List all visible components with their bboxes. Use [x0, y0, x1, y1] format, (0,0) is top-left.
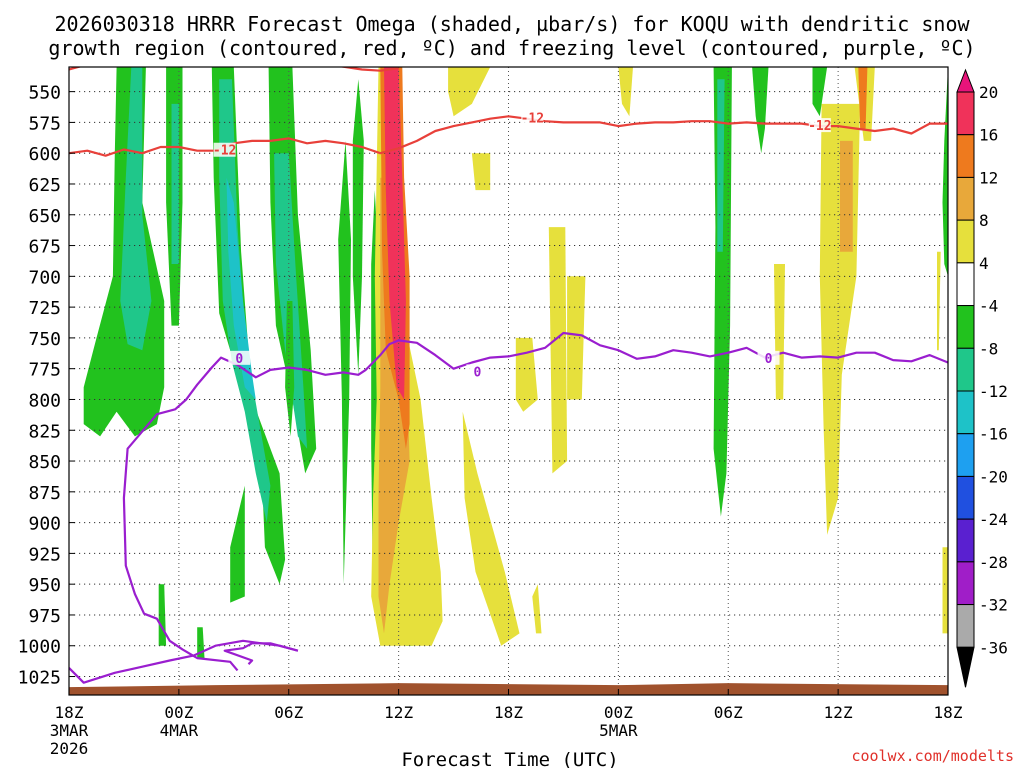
x-tick-label: 00Z — [604, 703, 633, 722]
chart-canvas: 2026030318 HRRR Forecast Omega (shaded, … — [0, 0, 1024, 768]
chart-title-line2: growth region (contoured, red, ºC) and f… — [48, 36, 975, 60]
y-tick-label: 900 — [28, 514, 61, 535]
colorbar-swatch — [957, 135, 974, 178]
freezing-level-contour-line — [225, 643, 298, 664]
colorbar-swatch — [957, 476, 974, 519]
colorbar-label: 4 — [979, 254, 989, 273]
chart-title-line1: 2026030318 HRRR Forecast Omega (shaded, … — [54, 12, 970, 36]
colorbar-swatch — [957, 348, 974, 391]
omega-region — [943, 67, 949, 276]
x-tick-label: 18Z — [934, 703, 963, 722]
colorbar: 20 16 12 8 4 -4 -8 -12 -16 -20 -24 -28 -32 -36 — [957, 70, 1008, 687]
y-axis: 550 575 600 625 650 675 700 725 750 775 800 825 850 8… — [18, 83, 75, 689]
x-axis-title: Forecast Time (UTC) — [401, 749, 618, 768]
x-tick-label: 12Z — [824, 703, 853, 722]
omega-region — [472, 153, 490, 190]
y-tick-label: 1000 — [18, 637, 61, 658]
colorbar-label: -32 — [979, 596, 1008, 615]
colorbar-label: 16 — [979, 126, 998, 145]
y-tick-label: 675 — [28, 237, 61, 258]
omega-region — [820, 104, 860, 535]
colorbar-swatch — [957, 562, 974, 605]
colorbar-swatch — [957, 306, 974, 349]
colorbar-swatch — [957, 519, 974, 562]
colorbar-label: -8 — [979, 339, 998, 358]
x-tick-date-label: 4MAR — [160, 721, 199, 740]
omega-region — [516, 338, 538, 412]
x-tick-date-label: 3MAR — [50, 721, 89, 740]
y-tick-label: 750 — [28, 329, 61, 350]
colorbar-swatch — [957, 220, 974, 263]
omega-region — [172, 104, 179, 264]
omega-region — [618, 67, 633, 116]
colorbar-label: -12 — [979, 382, 1008, 401]
contour-label: 0 — [473, 365, 481, 380]
omega-region — [937, 252, 941, 351]
y-tick-label: 925 — [28, 544, 61, 565]
colorbar-label: -16 — [979, 425, 1008, 444]
omega-region — [549, 227, 567, 473]
omega-region — [752, 67, 768, 153]
colorbar-swatch — [957, 605, 974, 648]
x-tick-label: 06Z — [274, 703, 303, 722]
contour-label: -12 — [521, 112, 544, 127]
x-tick-date-label: 5MAR — [599, 721, 638, 740]
colorbar-label: 20 — [979, 83, 998, 102]
omega-region — [774, 264, 785, 400]
colorbar-label: -4 — [979, 297, 998, 316]
colorbar-swatch — [957, 391, 974, 434]
x-tick-label: 00Z — [164, 703, 193, 722]
y-tick-label: 575 — [28, 113, 61, 134]
contour-label: 0 — [235, 352, 243, 367]
contour-label: 0 — [765, 352, 773, 367]
colorbar-label: -20 — [979, 467, 1008, 486]
contour-label: -12 — [213, 144, 236, 159]
y-tick-label: 950 — [28, 575, 61, 596]
omega-region — [353, 79, 364, 375]
y-tick-label: 975 — [28, 606, 61, 627]
x-tick-year-label: 2026 — [50, 739, 89, 758]
y-tick-label: 600 — [28, 144, 61, 165]
colorbar-bottom-arrow — [957, 647, 974, 687]
x-tick-label: 12Z — [384, 703, 413, 722]
y-tick-label: 650 — [28, 206, 61, 227]
colorbar-swatch — [957, 434, 974, 477]
colorbar-label: -28 — [979, 553, 1008, 572]
omega-region — [840, 141, 853, 252]
omega-region — [463, 412, 520, 646]
contour-label: -12 — [808, 119, 831, 134]
y-tick-label: 825 — [28, 421, 61, 442]
omega-region — [532, 584, 541, 633]
y-tick-label: 725 — [28, 298, 61, 319]
y-tick-label: 1025 — [18, 668, 61, 689]
colorbar-label: -24 — [979, 510, 1008, 529]
x-tick-label: 18Z — [494, 703, 523, 722]
y-tick-label: 875 — [28, 483, 61, 504]
colorbar-swatch — [957, 263, 974, 306]
credit-text: coolwx.com/modelts — [851, 747, 1014, 765]
y-tick-label: 550 — [28, 83, 61, 104]
colorbar-swatch — [957, 177, 974, 220]
y-tick-label: 800 — [28, 390, 61, 411]
colorbar-top-arrow — [957, 70, 974, 92]
y-tick-label: 625 — [28, 175, 61, 196]
omega-region — [943, 547, 949, 633]
colorbar-swatch — [957, 92, 974, 135]
colorbar-label: 8 — [979, 211, 989, 230]
y-tick-label: 700 — [28, 267, 61, 288]
colorbar-label: 12 — [979, 168, 998, 187]
x-tick-label: 18Z — [55, 703, 84, 722]
colorbar-label: -36 — [979, 638, 1008, 657]
y-tick-label: 775 — [28, 360, 61, 381]
omega-region — [230, 486, 245, 603]
y-tick-label: 850 — [28, 452, 61, 473]
freezing-level-contour-line — [69, 641, 298, 683]
x-tick-label: 06Z — [714, 703, 743, 722]
omega-region — [338, 141, 351, 584]
